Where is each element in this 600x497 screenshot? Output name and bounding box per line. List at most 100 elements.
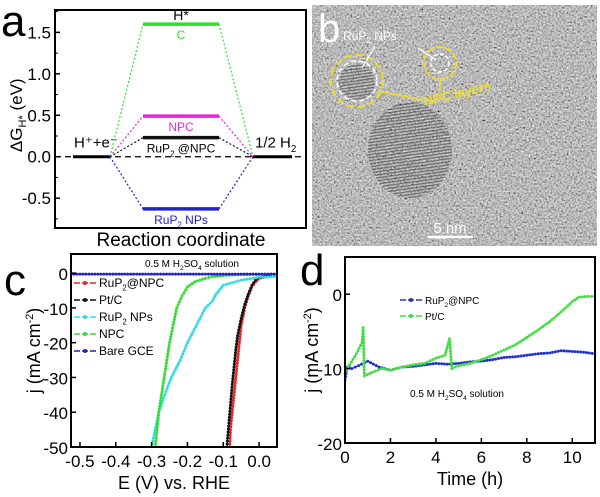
series-rup2-npc-point [508,355,512,359]
series-rup2-nps-point [211,299,215,303]
legend-label-part: RuP [99,276,122,290]
series-rup2-npc-point [235,364,239,368]
series-pt-c-point [532,331,536,335]
series-rup2-npc-point [238,335,242,339]
series-npc-point [157,410,161,414]
series-rup2-nps-point [151,439,155,443]
series-pt-c-point [448,349,452,353]
legend-item: RuP2 NPs [74,310,153,327]
scale-bar-label: 5 nm [433,220,466,237]
series-pt-c-point [474,360,478,364]
series-pt-c-point [406,364,409,368]
series-rup2-nps-point [219,285,223,289]
series-pt-c-point [362,362,366,366]
series-pt-c-point [379,367,383,371]
series-bare-gce-point [197,272,201,276]
series-rup2-nps-point [221,283,225,287]
series-bare-gce-point [254,272,258,276]
legend-marker [83,281,87,285]
series-pt-c-point [566,304,570,308]
series-rup2-npc-point [542,351,546,355]
series-rup2-npc-point [228,436,232,440]
label-rup2-nps: RuP2 NPs [343,29,397,45]
series-rup2-nps-point [214,292,218,296]
series-npc-point [169,335,173,339]
series-rup2-npc-point [445,362,449,366]
series-bare-gce-point [105,272,109,276]
series-pt-c-point [444,350,448,354]
series-npc-point [175,306,179,310]
series-rup2-nps-point [213,294,217,298]
panel-label-d: d [300,246,324,295]
series-bare-gce-point [218,272,222,276]
series-bare-gce-point [263,272,267,276]
series-rup2-npc-point [454,362,458,366]
series-rup2-nps-point [266,275,270,279]
series-pt-c-point [543,323,547,327]
series-rup2-nps-point [251,276,255,280]
series-pt-c-point [523,337,527,341]
series-rup2-nps-point [177,361,181,365]
series-rup2-nps-point [153,431,157,435]
y-tick-label: -30 [43,369,68,388]
series-rup2-npc-point [357,364,361,368]
series-rup2-npc-point [231,404,235,408]
series-rup2-nps-point [152,433,156,437]
series-pt-c-point [362,374,366,378]
series-npc-point [171,323,175,327]
connector-line [218,156,254,210]
y-tick-label: -0.5 [22,189,51,208]
series-rup2-npc-point [562,349,566,353]
series-npc-point [157,407,161,411]
series-pt-c-point [450,367,454,371]
legend-item: Bare GCE [74,344,154,358]
legend-item: Pt/C [400,312,444,323]
series-pt-c-point [227,415,231,419]
series-pt-c-point [545,321,549,325]
series-bare-gce-point [114,272,118,276]
series-rup2-nps-line [150,275,277,447]
series-npc-point [159,399,163,403]
series-pt-c-point [229,391,233,395]
legend-marker [83,332,87,336]
legend-item: RuP2@NPC [74,276,165,293]
x-tick-label: -0.4 [101,452,130,471]
series-pt-c-point [241,308,245,312]
series-bare-gce-point [117,272,121,276]
series-rup2-npc-point [511,355,515,359]
annotation-electrolyte-part: solution [467,389,504,400]
series-rup2-npc-point [442,362,446,366]
series-bare-gce-point [75,272,79,276]
series-label: RuP2 @NPC [147,142,216,159]
x-tick-label: 10 [563,448,582,467]
series-pt-c-point [382,367,386,371]
series-label-part: 2 [170,149,174,158]
series-npc-point [195,279,199,283]
annotation-electrolyte-part: 2 [445,395,449,402]
legend-label: Pt/C [425,312,444,323]
series-pt-c-point [361,332,365,336]
series-pt-c-point [488,354,492,358]
series-pt-c-point [351,357,355,361]
connector-line [218,137,254,158]
series-npc-point [165,358,169,362]
series-rup2-nps-point [195,322,199,326]
series-pt-c-point [443,353,447,357]
series-pt-c-point [479,358,483,362]
series-bare-gce-point [81,272,85,276]
y-axis-label: j (mA cm-2) [302,307,322,394]
series-pt-c-point [554,314,558,318]
series-rup2-nps-point [236,279,240,283]
series-pt-c-point [227,418,231,422]
series-rup2-nps-point [172,370,176,374]
series-label-part: 2 [177,221,181,230]
series-pt-c-point [349,360,353,364]
series-rup2-nps-point [199,314,203,318]
series-rup2-nps-point [227,282,231,286]
series-pt-c-point [573,298,577,302]
series-rup2-npc-point [513,355,517,359]
series-bare-gce-point [129,272,133,276]
annotation-electrolyte-part: 4 [463,395,467,402]
series-npc-point [171,326,175,330]
legend-label-part: Pt/C [99,293,123,307]
